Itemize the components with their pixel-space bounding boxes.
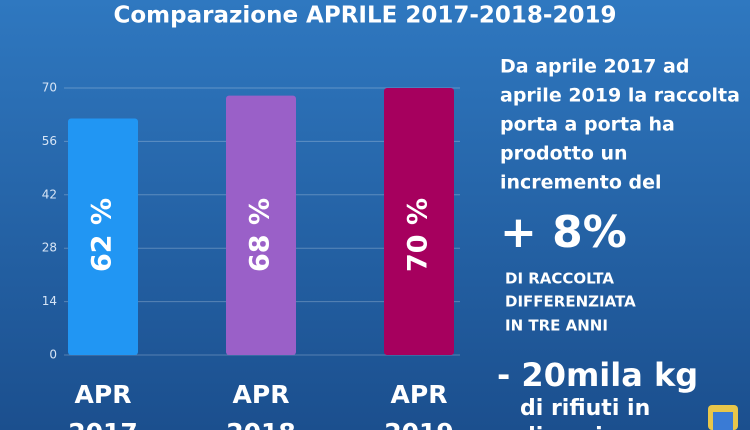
y-tick-label: 56 xyxy=(42,134,57,148)
annotation: di rifiuti in xyxy=(520,396,650,421)
value-label: 62 % xyxy=(87,198,118,272)
y-tick-label: 28 xyxy=(42,241,57,255)
bar xyxy=(384,88,454,355)
annotation: - 20mila kg xyxy=(497,356,698,394)
annotation: IN TRE ANNI xyxy=(505,317,608,335)
annotation: prodotto un xyxy=(500,143,628,165)
annotation: porta a porta ha xyxy=(500,114,675,136)
bar xyxy=(226,95,296,355)
x-tick-label: APR2018 xyxy=(226,380,296,430)
bar xyxy=(68,118,138,355)
y-tick-label: 70 xyxy=(42,81,57,95)
annotation: DI RACCOLTA xyxy=(505,270,614,288)
y-tick-label: 42 xyxy=(42,187,57,201)
x-tick-label: APR2019 xyxy=(384,380,454,430)
y-tick-label: 0 xyxy=(49,348,57,362)
annotation: DIFFERENZIATA xyxy=(505,293,636,311)
value-label: 68 % xyxy=(245,198,276,272)
annotation: + 8% xyxy=(500,207,627,258)
annotation: discarica xyxy=(520,424,631,430)
x-tick-label: APR2017 xyxy=(68,380,138,430)
y-tick-label: 14 xyxy=(42,294,57,308)
value-label: 70 % xyxy=(403,198,434,272)
annotation: aprile 2019 la raccolta xyxy=(500,85,740,107)
logo xyxy=(708,405,738,430)
annotation: Da aprile 2017 ad xyxy=(500,56,689,78)
annotation: incremento del xyxy=(500,172,662,194)
chart-title: Comparazione APRILE 2017-2018-2019 xyxy=(114,3,617,29)
